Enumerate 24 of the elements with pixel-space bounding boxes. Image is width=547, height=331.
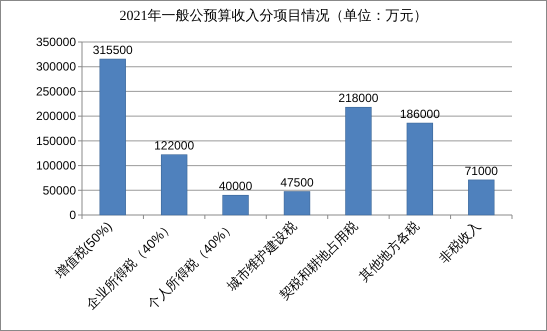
chart-title: 2021年一般公预算收入分项目情况（单位：万元） — [120, 8, 428, 24]
y-tick-label: 0 — [69, 208, 76, 222]
data-label: 218000 — [338, 91, 379, 106]
data-label: 47500 — [280, 176, 314, 190]
data-label: 40000 — [218, 179, 253, 194]
data-label: 315500 — [92, 43, 134, 58]
y-tick-label: 50000 — [42, 183, 76, 198]
bar — [100, 58, 126, 216]
y-tick-label: 150000 — [36, 134, 76, 148]
bar — [284, 191, 310, 216]
y-tick-label: 350000 — [36, 35, 76, 49]
data-label: 71000 — [464, 164, 498, 178]
bar — [160, 154, 188, 216]
data-label: 186000 — [400, 107, 440, 122]
y-tick-label: 250000 — [36, 84, 76, 98]
y-tick-label: 300000 — [36, 60, 76, 74]
bar — [345, 106, 372, 216]
bar — [468, 180, 494, 216]
x-tick-label: 非税收入 — [436, 218, 484, 266]
bar — [222, 194, 249, 216]
y-tick-label: 200000 — [36, 109, 76, 124]
y-tick-label: 100000 — [36, 158, 76, 173]
bar — [406, 122, 434, 216]
data-label: 122000 — [154, 138, 194, 153]
